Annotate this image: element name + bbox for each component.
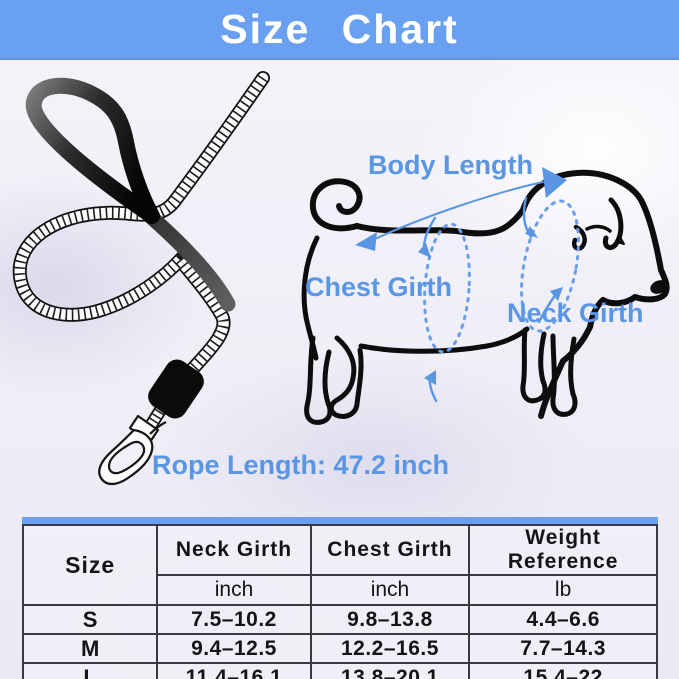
size-table-section: Size Neck Girth Chest Girth Weight Refer… (21, 517, 658, 679)
neck-girth-ellipse (520, 199, 580, 333)
chest-girth-m: 12.2–16.5 (309, 633, 471, 664)
table-row-size-l: L 11.4–16.1 13.8–20.1 15.4–22 (21, 662, 658, 679)
leash-handle (25, 77, 236, 312)
neck-girth-label: Neck Girth (507, 298, 644, 328)
table-row-size-m: M 9.4–12.5 12.2–16.5 7.7–14.3 (21, 633, 658, 664)
column-header-weight-reference: Weight Reference (468, 524, 658, 576)
weight-m: 7.7–14.3 (468, 633, 658, 664)
measurement-arrows (355, 167, 567, 403)
unit-chest-girth: inch (309, 574, 471, 606)
column-header-size: Size (21, 524, 159, 606)
unit-neck-girth: inch (156, 574, 312, 606)
title-banner: Size Chart (0, 0, 679, 60)
body-length-arrow-line (374, 181, 544, 240)
neck-girth-arrowhead-bottom (550, 287, 563, 301)
puppy-drawing (301, 169, 670, 425)
leash-sleeve (148, 359, 204, 419)
table-row-size-s: S 7.5–10.2 9.8–13.8 4.4–6.6 (21, 604, 658, 635)
weight-s: 4.4–6.6 (468, 604, 658, 635)
chest-girth-arrowhead-bottom (424, 370, 436, 385)
size-table: Size Neck Girth Chest Girth Weight Refer… (21, 524, 658, 679)
table-accent-bar (22, 517, 658, 524)
leash-rope (12, 71, 270, 383)
neck-girth-m: 9.4–12.5 (156, 633, 312, 664)
body-length-arrowhead-left (355, 232, 377, 251)
chest-girth-arrowhead-top (418, 243, 431, 258)
chest-girth-l: 13.8–20.1 (309, 662, 471, 679)
body-length-arrowhead-right (542, 167, 567, 198)
page-title: Size Chart (220, 5, 459, 52)
dog-measurement-diagram: Body Length Chest Girth Neck Girth (301, 150, 670, 425)
chest-girth-ellipse (423, 222, 471, 354)
leash-illustration (12, 71, 270, 486)
column-header-chest-girth: Chest Girth (309, 524, 471, 576)
leash-clasp (98, 414, 167, 486)
size-label-l: L (21, 662, 159, 679)
unit-weight: lb (468, 574, 658, 606)
neck-girth-s: 7.5–10.2 (156, 604, 312, 635)
table-header-row: Size Neck Girth Chest Girth Weight Refer… (21, 524, 658, 606)
neck-girth-arrowhead-top (525, 226, 538, 238)
size-label-s: S (21, 604, 159, 635)
chest-girth-label: Chest Girth (305, 272, 452, 302)
girth-ellipses (423, 199, 580, 354)
rope-length-text: Rope Length: 47.2 inch (152, 450, 450, 480)
neck-girth-l: 11.4–16.1 (156, 662, 312, 679)
table-unit-row: inch inch lb (23, 574, 658, 606)
column-header-neck-girth: Neck Girth (156, 524, 312, 576)
size-label-m: M (21, 633, 159, 664)
chest-girth-s: 9.8–13.8 (309, 604, 471, 635)
body-length-label: Body Length (368, 150, 533, 180)
weight-l: 15.4–22 (468, 662, 658, 679)
